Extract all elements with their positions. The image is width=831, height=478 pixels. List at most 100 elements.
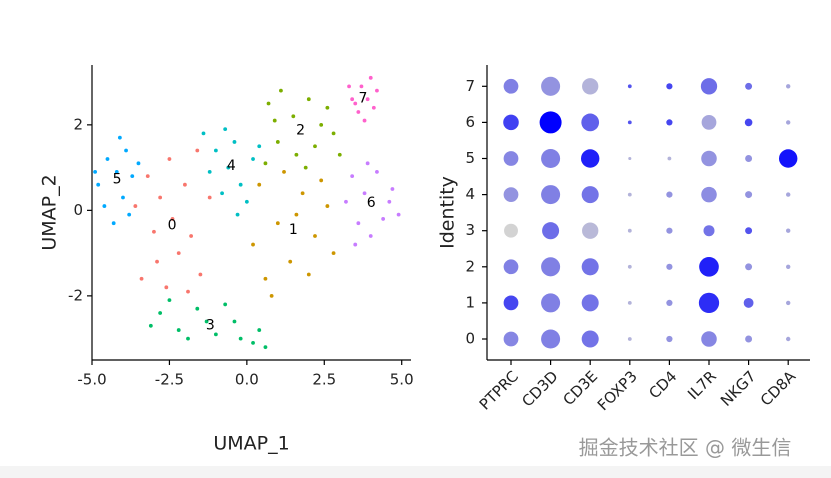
x-axis-label: UMAP_1 bbox=[213, 433, 289, 455]
point bbox=[282, 169, 286, 174]
dot bbox=[581, 258, 599, 276]
dot bbox=[744, 118, 753, 127]
dot bbox=[666, 83, 673, 90]
point bbox=[238, 182, 243, 187]
x-tick-label: IL7R bbox=[684, 367, 720, 403]
dot bbox=[666, 299, 673, 307]
point bbox=[319, 122, 324, 127]
dot bbox=[786, 336, 791, 342]
point bbox=[263, 161, 268, 166]
dot bbox=[743, 297, 754, 308]
point bbox=[232, 140, 237, 144]
dot bbox=[701, 331, 717, 347]
point bbox=[257, 144, 262, 149]
dot bbox=[581, 294, 599, 312]
point bbox=[238, 336, 243, 341]
point bbox=[381, 217, 386, 221]
point bbox=[331, 131, 336, 136]
dot bbox=[541, 185, 561, 205]
point bbox=[275, 140, 280, 144]
point bbox=[344, 199, 348, 204]
point bbox=[362, 118, 367, 123]
dot bbox=[504, 223, 518, 238]
point bbox=[331, 251, 336, 256]
dot bbox=[541, 76, 561, 96]
cluster-label: 5 bbox=[113, 172, 122, 188]
point bbox=[266, 101, 271, 106]
y-tick-label: 3 bbox=[465, 221, 475, 239]
point bbox=[136, 161, 141, 166]
y-tick-label: 4 bbox=[465, 185, 475, 203]
dot bbox=[503, 295, 519, 311]
point bbox=[279, 88, 283, 93]
dot bbox=[745, 227, 753, 235]
point bbox=[213, 332, 218, 337]
point bbox=[251, 242, 255, 247]
point bbox=[313, 234, 317, 238]
point bbox=[127, 212, 132, 217]
dot bbox=[699, 256, 719, 277]
x-tick-label: PTPRC bbox=[476, 367, 522, 413]
point bbox=[356, 221, 361, 226]
y-tick-label: 6 bbox=[465, 113, 475, 131]
dot bbox=[541, 148, 561, 169]
point bbox=[337, 152, 342, 157]
point bbox=[325, 204, 330, 208]
dot bbox=[786, 300, 791, 306]
point bbox=[306, 272, 311, 277]
point bbox=[183, 182, 187, 187]
point bbox=[158, 311, 163, 315]
point bbox=[176, 251, 181, 256]
point bbox=[303, 165, 308, 170]
dot bbox=[503, 151, 519, 166]
point bbox=[167, 298, 172, 303]
dot bbox=[698, 292, 720, 314]
y-axis-label: Identity bbox=[437, 176, 459, 249]
dot bbox=[541, 329, 561, 349]
point bbox=[251, 340, 255, 345]
dot bbox=[582, 78, 599, 95]
y-tick-label: 1 bbox=[465, 293, 475, 311]
cluster-label: 0 bbox=[168, 217, 177, 233]
point bbox=[257, 182, 262, 187]
point bbox=[102, 204, 107, 208]
point bbox=[232, 319, 237, 324]
point bbox=[124, 148, 128, 153]
point bbox=[375, 88, 379, 93]
dot bbox=[700, 78, 718, 95]
dot bbox=[786, 228, 791, 233]
dot bbox=[581, 186, 599, 204]
point bbox=[170, 217, 175, 221]
dot bbox=[627, 300, 632, 305]
point bbox=[306, 97, 311, 102]
point bbox=[350, 97, 355, 102]
point bbox=[275, 221, 280, 226]
x-tick-label: CD4 bbox=[645, 367, 680, 402]
point bbox=[167, 157, 172, 161]
point bbox=[145, 174, 150, 179]
point bbox=[269, 293, 274, 298]
point bbox=[133, 204, 138, 208]
x-tick-label: 0.0 bbox=[235, 371, 259, 389]
point bbox=[204, 319, 209, 324]
point bbox=[121, 195, 125, 200]
point bbox=[294, 212, 299, 217]
bottom-strip bbox=[0, 466, 831, 478]
dot bbox=[627, 337, 632, 341]
point bbox=[235, 212, 240, 217]
point bbox=[105, 157, 110, 161]
point bbox=[288, 259, 293, 264]
point bbox=[96, 182, 101, 187]
point bbox=[189, 234, 194, 238]
dot bbox=[666, 263, 673, 270]
point bbox=[365, 161, 370, 166]
dot bbox=[701, 115, 717, 130]
point bbox=[220, 191, 224, 196]
dot bbox=[786, 84, 791, 89]
y-axis-label: UMAP_2 bbox=[39, 174, 61, 250]
point bbox=[313, 144, 317, 149]
point bbox=[375, 169, 379, 174]
dot bbox=[627, 264, 632, 269]
dot bbox=[627, 228, 632, 233]
